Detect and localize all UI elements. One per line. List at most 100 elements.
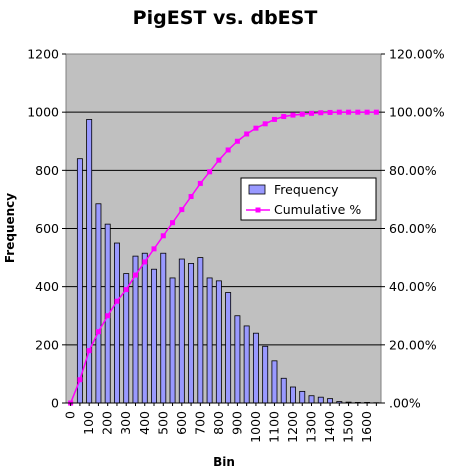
x-tick-label: 200 — [100, 411, 115, 435]
y2-tick-label: 60.00% — [389, 221, 437, 236]
x-tick-label: 700 — [192, 411, 207, 435]
bar — [308, 395, 315, 404]
bar — [280, 377, 287, 404]
bar — [271, 360, 278, 404]
x-tick-label: 1400 — [322, 411, 337, 443]
cumulative-polyline — [69, 111, 377, 404]
bar — [234, 315, 241, 404]
bar — [151, 268, 157, 404]
y-axis-title: Frequency — [3, 193, 17, 263]
x-tick-label: 1600 — [359, 411, 374, 443]
y2-axis-ticks: .00% 20.00% 40.00% 60.00% 80.00% 100.00% 120.0… — [381, 47, 445, 411]
x-tick-label: 500 — [155, 411, 170, 435]
y-axis-ticks: 0 200 400 600 800 1000 1200 — [27, 47, 66, 411]
y2-tick-label: 40.00% — [389, 279, 437, 294]
x-tick-label: 1300 — [304, 411, 319, 443]
bar — [215, 280, 222, 404]
legend-frequency-label: Frequency — [274, 182, 339, 197]
bar — [262, 345, 269, 404]
x-tick-label: 1500 — [341, 411, 356, 443]
cumulative-point — [151, 246, 157, 252]
cumulative-point — [170, 220, 176, 226]
y-tick-label: 400 — [35, 279, 59, 294]
cumulative-point — [318, 110, 324, 116]
x-tick-label: 800 — [211, 411, 226, 435]
cumulative-point — [373, 109, 379, 115]
legend-cumulative-swatch-marker — [255, 207, 261, 213]
legend-frequency-swatch — [248, 184, 266, 195]
cumulative-point — [290, 112, 296, 118]
cumulative-point — [142, 259, 148, 265]
cumulative-point — [346, 109, 352, 115]
bar — [188, 262, 195, 404]
cumulative-point — [207, 169, 213, 175]
bar — [86, 119, 93, 404]
cumulative-point — [95, 329, 101, 335]
cumulative-point — [234, 138, 240, 144]
cumulative-point — [197, 180, 203, 186]
cumulative-point — [299, 111, 305, 117]
cumulative-point — [123, 287, 129, 293]
bar — [76, 158, 83, 404]
cumulative-point — [188, 194, 194, 200]
cumulative-point — [225, 147, 231, 153]
x-tick-label: 400 — [137, 411, 152, 435]
bar — [141, 252, 148, 404]
y2-tick-label: 20.00% — [389, 337, 437, 352]
cumulative-point — [114, 298, 120, 304]
x-axis-ticks: 0 100 200 300 400 500 600 700 800 900 1000 1100 1200… — [63, 402, 381, 443]
chart-title: PigEST vs. dbEST — [133, 7, 318, 29]
cumulative-point — [262, 121, 268, 127]
legend-cumulative-label: Cumulative % — [274, 202, 361, 217]
cumulative-point — [364, 109, 370, 115]
cumulative-point — [336, 109, 342, 115]
y-tick-label: 1200 — [27, 47, 59, 62]
y-tick-label: 600 — [35, 221, 59, 236]
y-tick-label: 800 — [35, 163, 59, 178]
y-tick-label: 200 — [35, 337, 59, 352]
y2-tick-label: 120.00% — [389, 47, 445, 62]
cumulative-point — [86, 348, 92, 354]
bar — [299, 390, 306, 404]
y2-tick-label: 80.00% — [389, 163, 437, 178]
y-tick-label: 1000 — [27, 105, 59, 120]
bar — [95, 203, 102, 404]
cumulative-point — [327, 109, 333, 115]
x-tick-label: 1200 — [285, 411, 300, 443]
cumulative-point — [132, 272, 138, 278]
x-tick-label: 900 — [229, 411, 244, 435]
x-tick-label: 100 — [81, 411, 96, 435]
cumulative-point — [355, 109, 361, 115]
bar — [114, 242, 120, 404]
y-tick-label: 0 — [51, 396, 59, 411]
cumulative-point — [77, 377, 83, 383]
bar — [197, 257, 204, 404]
cumulative-point — [160, 233, 166, 239]
bar — [169, 277, 176, 404]
x-tick-label: 300 — [118, 411, 133, 435]
cumulative-point — [309, 110, 315, 116]
cumulative-point — [253, 125, 259, 131]
bar — [290, 386, 296, 404]
cumulative-line — [68, 109, 379, 406]
bar — [178, 258, 185, 404]
x-axis-title: Bin — [213, 455, 235, 469]
x-tick-label: 600 — [174, 411, 189, 435]
bar — [160, 252, 167, 404]
y2-tick-label: .00% — [389, 396, 421, 411]
x-tick-label: 1000 — [248, 411, 263, 443]
cumulative-point — [216, 157, 222, 163]
y2-tick-label: 100.00% — [389, 105, 445, 120]
cumulative-point — [179, 207, 185, 213]
bar — [327, 398, 333, 404]
x-tick-label: 0 — [63, 411, 78, 419]
bar — [243, 325, 250, 404]
cumulative-point — [244, 131, 250, 137]
bar — [225, 292, 232, 404]
cumulative-point — [105, 313, 111, 319]
bar — [206, 277, 213, 404]
x-tick-label: 1100 — [266, 411, 281, 443]
cumulative-point — [281, 114, 287, 120]
bar — [317, 396, 324, 404]
